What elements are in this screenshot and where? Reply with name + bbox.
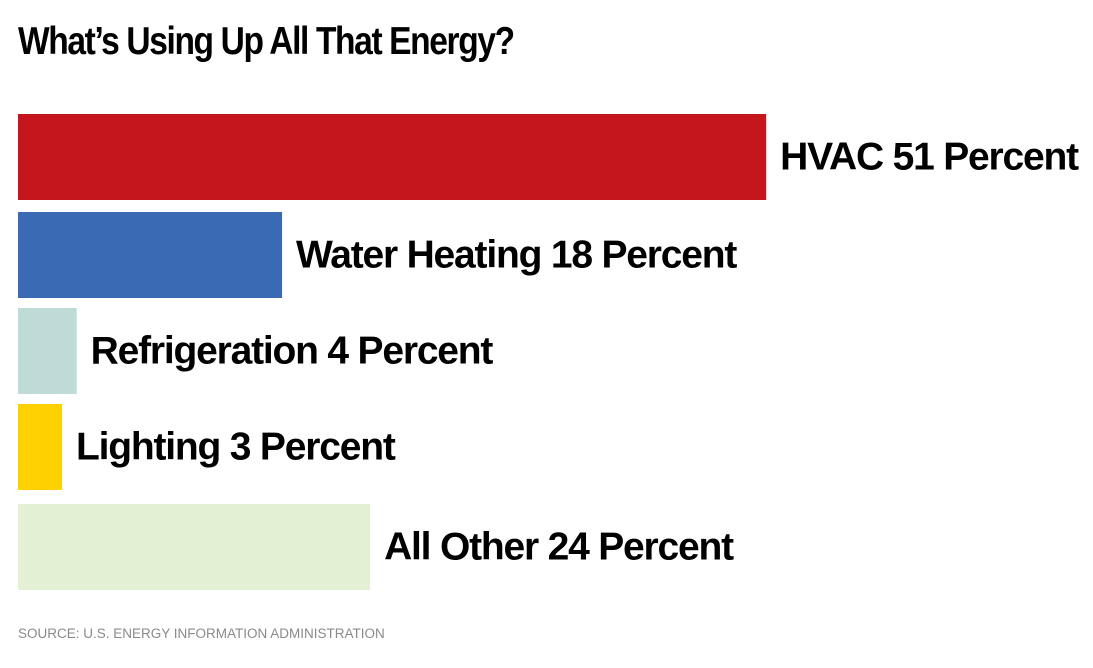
source-note: SOURCE: U.S. ENERGY INFORMATION ADMINIST… bbox=[18, 626, 385, 641]
bar-refrigeration bbox=[18, 308, 77, 394]
bar-label-refrigeration: Refrigeration 4 Percent bbox=[91, 330, 494, 373]
bar-all-other bbox=[18, 504, 371, 590]
bar-water-heating bbox=[18, 212, 283, 298]
bar-hvac bbox=[18, 114, 767, 200]
bar-label-hvac: HVAC 51 Percent bbox=[780, 136, 1079, 179]
bar-label-all-other: All Other 24 Percent bbox=[384, 526, 734, 569]
bar-lighting bbox=[18, 404, 63, 490]
bar-label-lighting: Lighting 3 Percent bbox=[76, 426, 396, 469]
bar-label-water-heating: Water Heating 18 Percent bbox=[296, 234, 737, 277]
chart-title: What’s Using Up All That Energy? bbox=[18, 20, 515, 63]
